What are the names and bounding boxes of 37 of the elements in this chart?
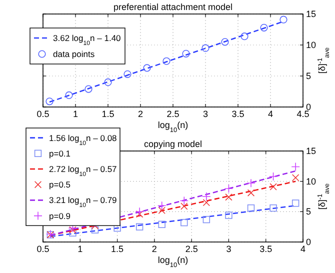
x-axis-title: log$_{10}$(n) — [158, 120, 188, 134]
x-tick-label: 0.5 — [36, 244, 50, 254]
y-tick-label: 15 — [306, 146, 316, 156]
x-tick-label: 2.5 — [185, 244, 198, 254]
y-tick-label: 15 — [306, 9, 316, 19]
legend-label: data points — [53, 49, 95, 59]
y-tick-label: 0 — [306, 237, 312, 247]
x-tick-label: 2.5 — [166, 109, 180, 119]
x-tick-label: 0.5 — [36, 109, 50, 119]
y-tick-label: 10 — [306, 40, 316, 50]
x-tick-label: 1 — [78, 244, 83, 254]
legend-label: 1.56 log$_{10}$n – 0.08 — [49, 132, 118, 146]
x-tick-label: 1.5 — [102, 109, 114, 119]
legend-label: p=0.1 — [49, 148, 71, 158]
x-tick-label: 3 — [226, 244, 232, 254]
x-tick-label: 2 — [138, 109, 144, 119]
legend-label: 3.21 log$_{10}$n – 0.79 — [49, 195, 118, 209]
x-tick-label: 3.5 — [232, 109, 244, 119]
y-tick-label: 5 — [306, 71, 312, 81]
x-tick-label: 4 — [268, 109, 274, 119]
y-tick-label: 5 — [306, 206, 312, 217]
x-axis-title: log$_{10}$(n) — [158, 255, 188, 268]
x-tick-label: 1.5 — [111, 244, 124, 254]
legend-label: p=0.5 — [49, 180, 71, 190]
x-tick-label: 3 — [202, 109, 208, 119]
chart-title: copying model — [144, 139, 202, 149]
x-tick-label: 3.5 — [260, 244, 272, 254]
x-tick-label: 1 — [72, 109, 78, 119]
legend-label: 3.62 log$_{10}$n – 1.40 — [53, 33, 122, 46]
x-tick-label: 2 — [152, 244, 157, 254]
y-tick-label: 10 — [306, 176, 316, 186]
legend-label: p=0.9 — [49, 210, 71, 221]
chart-title: preferential attachment model — [113, 2, 233, 12]
x-tick-label: 4 — [300, 244, 306, 254]
x-tick-label: 4.5 — [296, 109, 310, 119]
legend-label: 2.72 log$_{10}$n – 0.57 — [49, 164, 118, 178]
y-tick-label: 0 — [306, 102, 312, 112]
